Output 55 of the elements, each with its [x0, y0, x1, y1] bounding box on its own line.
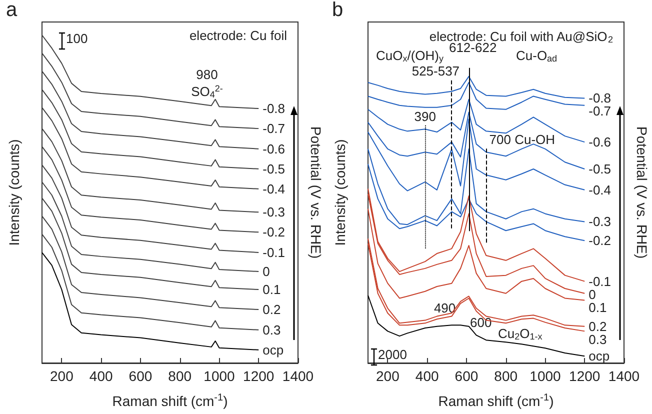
series-label: ocp	[588, 348, 610, 364]
series-label: 0.3	[262, 322, 281, 338]
series-label: 0.1	[588, 300, 607, 315]
x-tick-label: 800	[494, 368, 518, 384]
series-label: -0.2	[588, 233, 612, 248]
series-label: -0.7	[262, 121, 286, 136]
series-label: 0.3	[588, 332, 607, 347]
series-label: -0.1	[588, 274, 612, 289]
text: b	[332, 0, 344, 21]
x-tick-label: 1400	[608, 368, 640, 384]
series-label: -0.3	[588, 214, 612, 230]
ref-line-label: 525-537	[412, 63, 460, 78]
annotation: 980	[196, 67, 218, 82]
series-label: 0	[262, 264, 270, 280]
x-tick-label: 400	[89, 368, 113, 384]
series-label: -0.5	[588, 162, 612, 177]
y2-axis-title: Potential (V vs. RHE)	[308, 126, 324, 259]
series-label: 0.1	[262, 282, 281, 298]
x-tick-label: 400	[415, 368, 439, 384]
annotation: 490	[434, 300, 456, 316]
series-label: -0.3	[262, 204, 286, 220]
series-label: 0.2	[588, 318, 607, 334]
x-tick-label: 1200	[569, 368, 600, 384]
x-tick-label: 1000	[204, 368, 236, 384]
series-label: -0.4	[588, 182, 612, 198]
series-label: -0.6	[262, 141, 286, 156]
series-label: -0.1	[262, 245, 286, 260]
series-label: -0.8	[588, 90, 612, 106]
series-label: -0.7	[588, 104, 612, 119]
series-label: -0.5	[262, 161, 286, 176]
x-tick-label: 800	[168, 368, 192, 384]
series-label: 0	[588, 286, 596, 302]
chart-title: electrode: Cu foil	[189, 28, 288, 43]
text: a	[6, 0, 18, 21]
annotation: 100	[66, 31, 88, 46]
ref-line-label: 390	[414, 109, 436, 124]
series-label: ocp	[262, 342, 284, 358]
x-tick-label: 600	[128, 368, 152, 384]
x-tick-label: 200	[376, 368, 400, 384]
y2-axis-title: Potential (V vs. RHE)	[634, 126, 650, 259]
y-axis-title: Intensity (counts)	[6, 139, 22, 246]
ref-line-label: 700 Cu-OH	[489, 132, 556, 148]
series-label: -0.2	[262, 224, 286, 240]
annotation: 2000	[378, 347, 407, 362]
series-label: -0.4	[262, 181, 286, 196]
x-tick-label: 1200	[243, 368, 274, 384]
annotation: 600	[470, 315, 492, 330]
series-label: -0.6	[588, 134, 612, 150]
x-tick-label: 1000	[530, 368, 562, 384]
x-tick-label: 1400	[282, 368, 314, 384]
y-axis-title: Intensity (counts)	[332, 139, 348, 246]
series-label: 0.2	[262, 302, 281, 318]
x-tick-label: 600	[454, 368, 478, 384]
x-tick-label: 200	[50, 368, 74, 384]
series-label: -0.8	[262, 101, 286, 116]
